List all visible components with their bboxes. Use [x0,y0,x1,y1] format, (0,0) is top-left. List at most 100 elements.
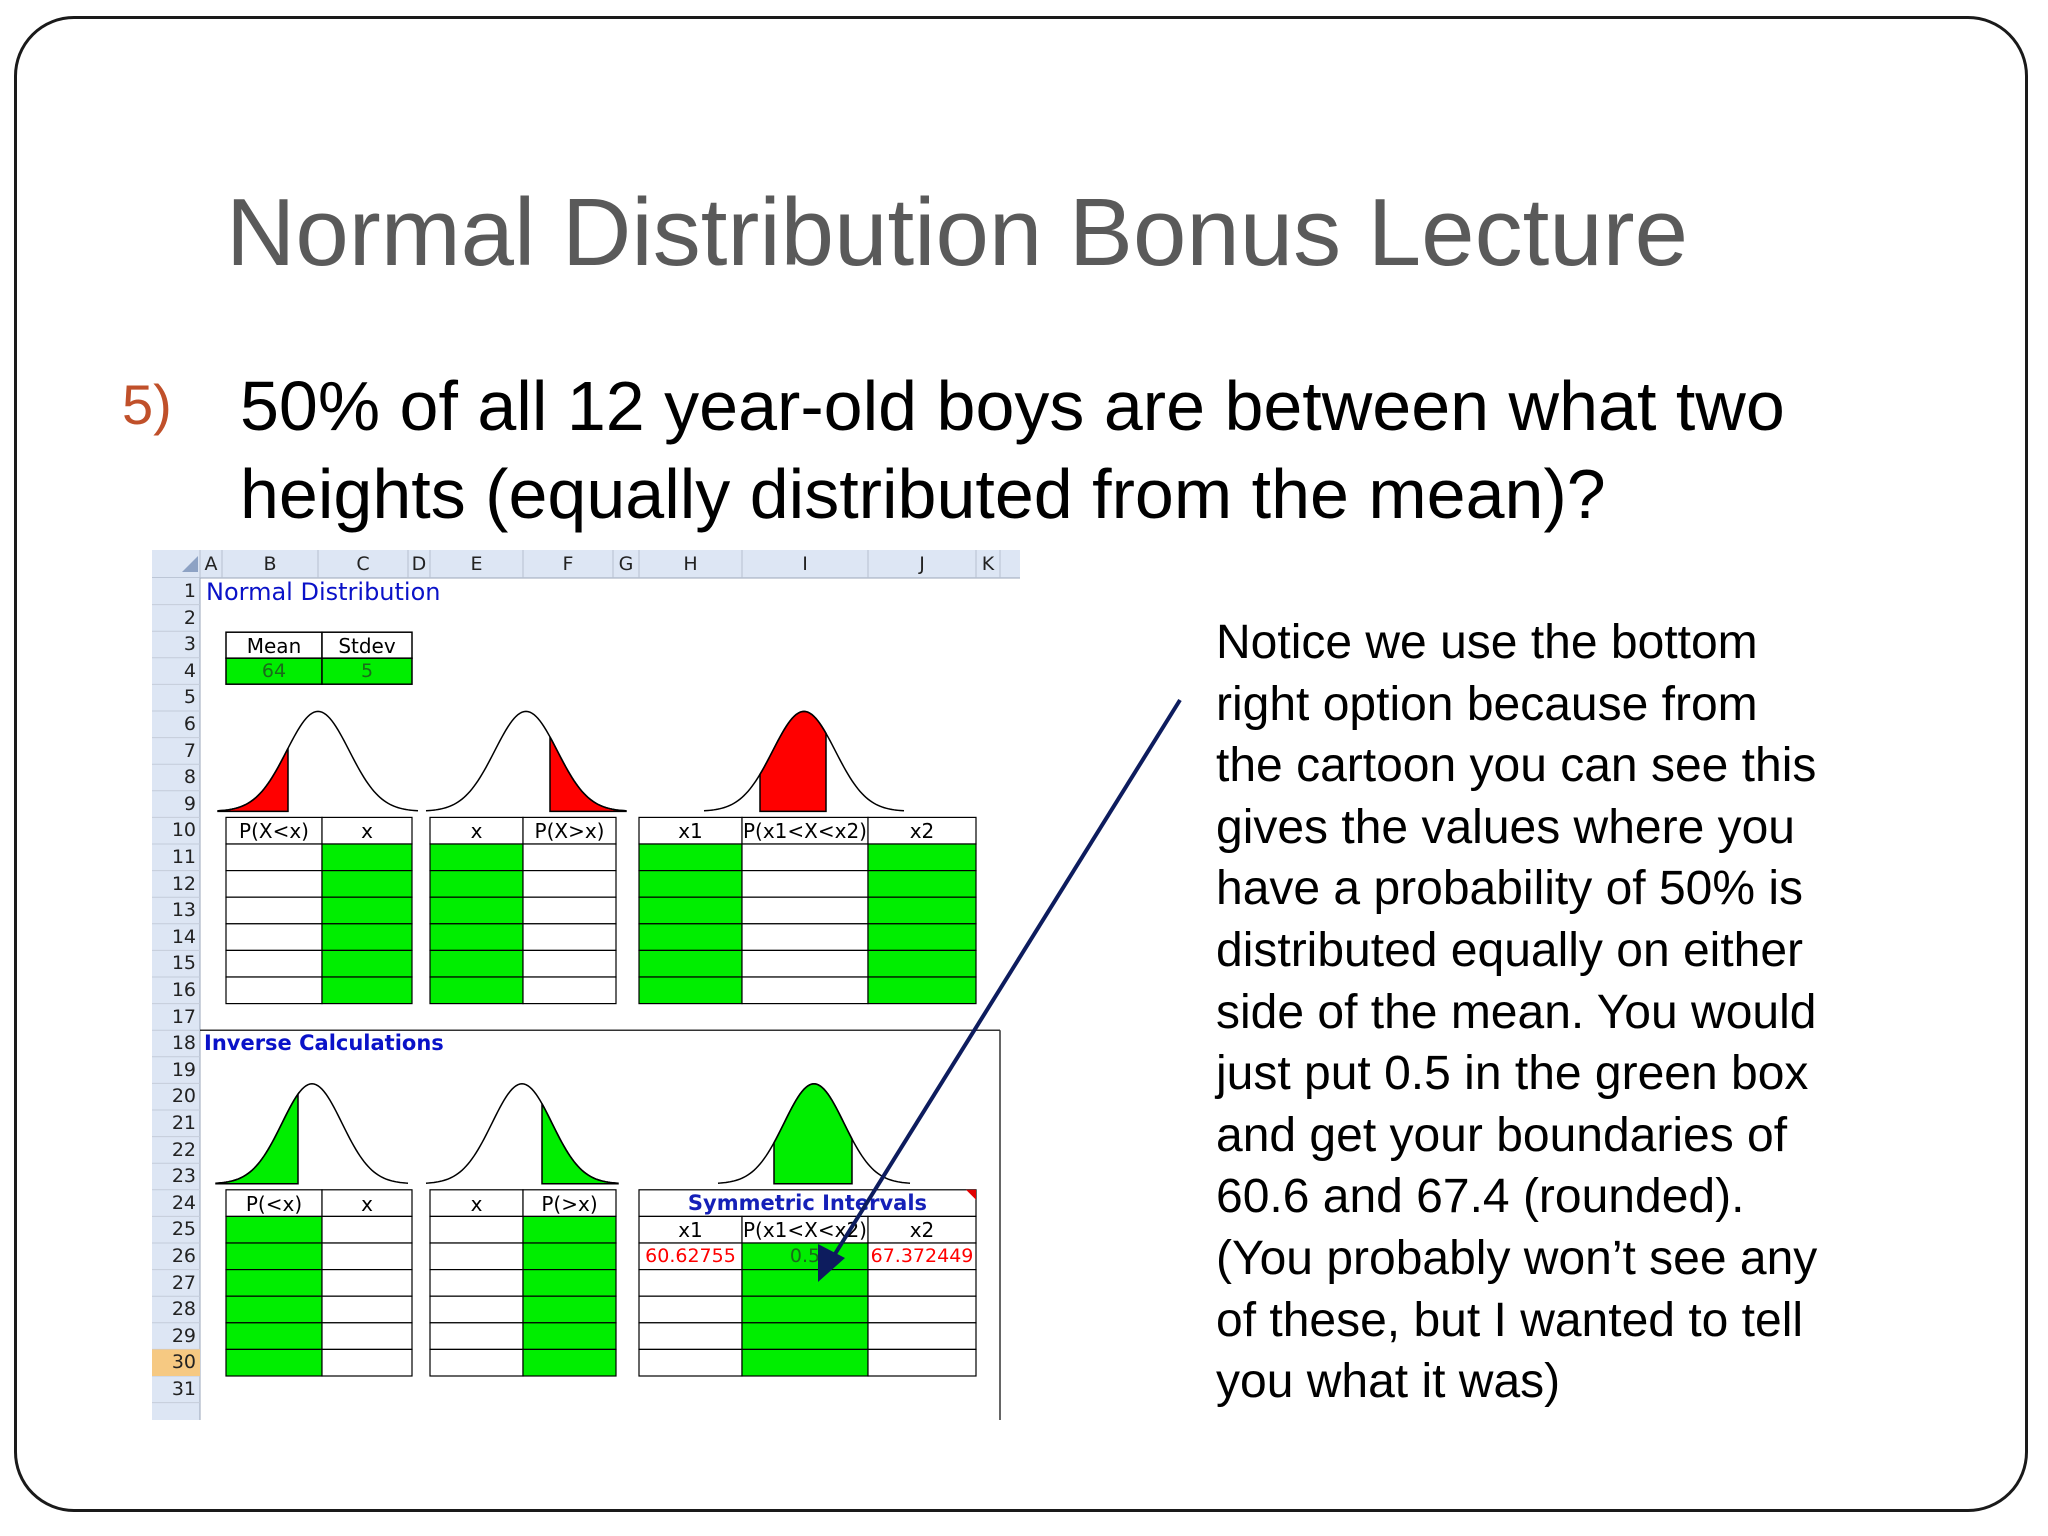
forward-left-table-cell [321,843,413,872]
inverse-left-table-cell [321,1348,413,1377]
notice-line: gives the values where you [1216,800,1795,854]
inverse-left-table-cell [321,1322,413,1350]
column-header-f: F [562,553,574,575]
row-header-8: 8 [183,766,196,789]
inverse-left-table-cell [225,1242,323,1271]
inverse-left-table-header: P(<x) [245,1191,303,1216]
inverse-left-table-cell [225,1322,323,1350]
forward-left-table-cell [321,896,413,925]
symmetric-table-cell [867,1295,977,1324]
column-header-g: G [618,553,634,575]
forward-mid-table-cell [429,843,524,872]
inverse-mid-table-header: P(>x) [541,1191,598,1216]
inverse-mid-table-cell [429,1348,524,1377]
row-header-25: 25 [171,1218,196,1241]
symmetric-table-cell [638,1268,743,1297]
forward-right-table-cell [867,949,977,978]
row-header-15: 15 [171,952,196,975]
inverse-bell-interval [717,1083,911,1184]
row-header-29: 29 [171,1324,196,1347]
column-header-a: A [204,553,218,575]
inverse-left-table-cell [225,1189,323,1217]
forward-right-table-cell [638,843,743,872]
forward-right-table-cell [741,843,869,872]
inverse-left-table-cell [321,1242,413,1271]
inverse-mid-table-cell [429,1215,524,1244]
forward-left-table-cell [321,976,413,1005]
mean-value-cell [225,657,323,685]
forward-right-table-cell [741,976,869,1005]
notice-line: side of the mean. You would [1216,985,1817,1039]
row-header-14: 14 [171,925,196,948]
notice-line: distributed equally on either [1216,923,1804,977]
row-header-27: 27 [171,1271,196,1294]
notice-line: right option because from [1216,677,1758,731]
row-header-bar [152,578,200,1420]
inverse-bell-right-tail [425,1083,619,1184]
inverse-left-table-cell [321,1215,413,1244]
inverse-bell-left-tail [215,1083,409,1184]
column-header-b: B [263,553,277,575]
row-header-11: 11 [171,846,196,868]
row-header-21: 21 [171,1112,196,1134]
column-header-k: K [981,553,995,575]
bell-curve-right-tail [425,710,627,812]
forward-right-table-header: P(x1<X<x2) [742,819,867,844]
column-header-i: I [802,553,808,575]
row-header-23: 23 [171,1165,196,1188]
notice-line: Notice we use the bottom [1216,616,1758,669]
bell-curve-interval [703,710,905,812]
row-header-9: 9 [183,792,196,815]
stdev-label-cell [321,631,413,659]
forward-left-table-cell [321,949,413,978]
row-header-24: 24 [171,1191,196,1214]
section-heading-inverse: Inverse Calculations [204,1031,444,1056]
forward-left-table-header: P(X<x) [239,819,309,844]
row-header-22: 22 [171,1138,196,1161]
notice-line: have a probability of 50% is [1216,862,1804,916]
forward-right-table-header: x2 [909,819,935,844]
column-header-e: E [470,553,483,575]
symmetric-table-cell [741,1242,869,1271]
forward-mid-table-cell [522,843,617,872]
row-header-26: 26 [171,1245,196,1267]
notice-line: the cartoon you can see this [1216,739,1817,793]
row-header-7: 7 [183,739,196,762]
forward-left-table-cell [321,870,413,898]
symmetric-header-x2: x2 [909,1218,935,1243]
inverse-mid-table-cell [522,1268,617,1297]
row-header-19: 19 [171,1058,196,1081]
forward-mid-table-header: x [470,819,483,844]
symmetric-table-cell [867,1322,977,1350]
forward-left-table-header: x [361,819,373,844]
arrow-head-icon [818,1244,845,1282]
column-header-d: D [411,553,427,575]
symmetric-table-cell [638,1215,743,1244]
inverse-mid-table-cell [522,1348,617,1377]
symmetric-title-cell [638,1189,977,1217]
column-header-j: J [919,553,925,575]
symmetric-table-cell [867,1268,977,1297]
row-header-4: 4 [183,659,196,682]
symmetric-table-cell [741,1348,869,1377]
row-header-20: 20 [171,1085,196,1108]
forward-right-table-cell [867,816,977,845]
forward-mid-table-cell [522,923,617,951]
inverse-mid-table-header: x [470,1191,483,1216]
forward-mid-table-header: P(X>x) [534,819,605,844]
row-header-3: 3 [183,633,196,656]
row-header-30: 30 [171,1351,196,1374]
notice-line: 60.6 and 67.4 (rounded). [1216,1170,1745,1224]
row-header-2: 2 [183,606,196,629]
symmetric-table-cell [867,1348,977,1377]
forward-mid-table-cell [429,870,524,898]
forward-right-table-cell [741,816,869,845]
question-text: 50% of all 12 year-old boys are between … [240,367,1785,533]
symmetric-table-cell [741,1215,869,1244]
mean-value: 64 [261,660,287,683]
notice-line: of these, but I wanted to tell [1216,1293,1804,1347]
row-header-5: 5 [183,686,196,709]
select-all-icon [182,556,198,572]
row-header-17: 17 [171,1005,196,1028]
